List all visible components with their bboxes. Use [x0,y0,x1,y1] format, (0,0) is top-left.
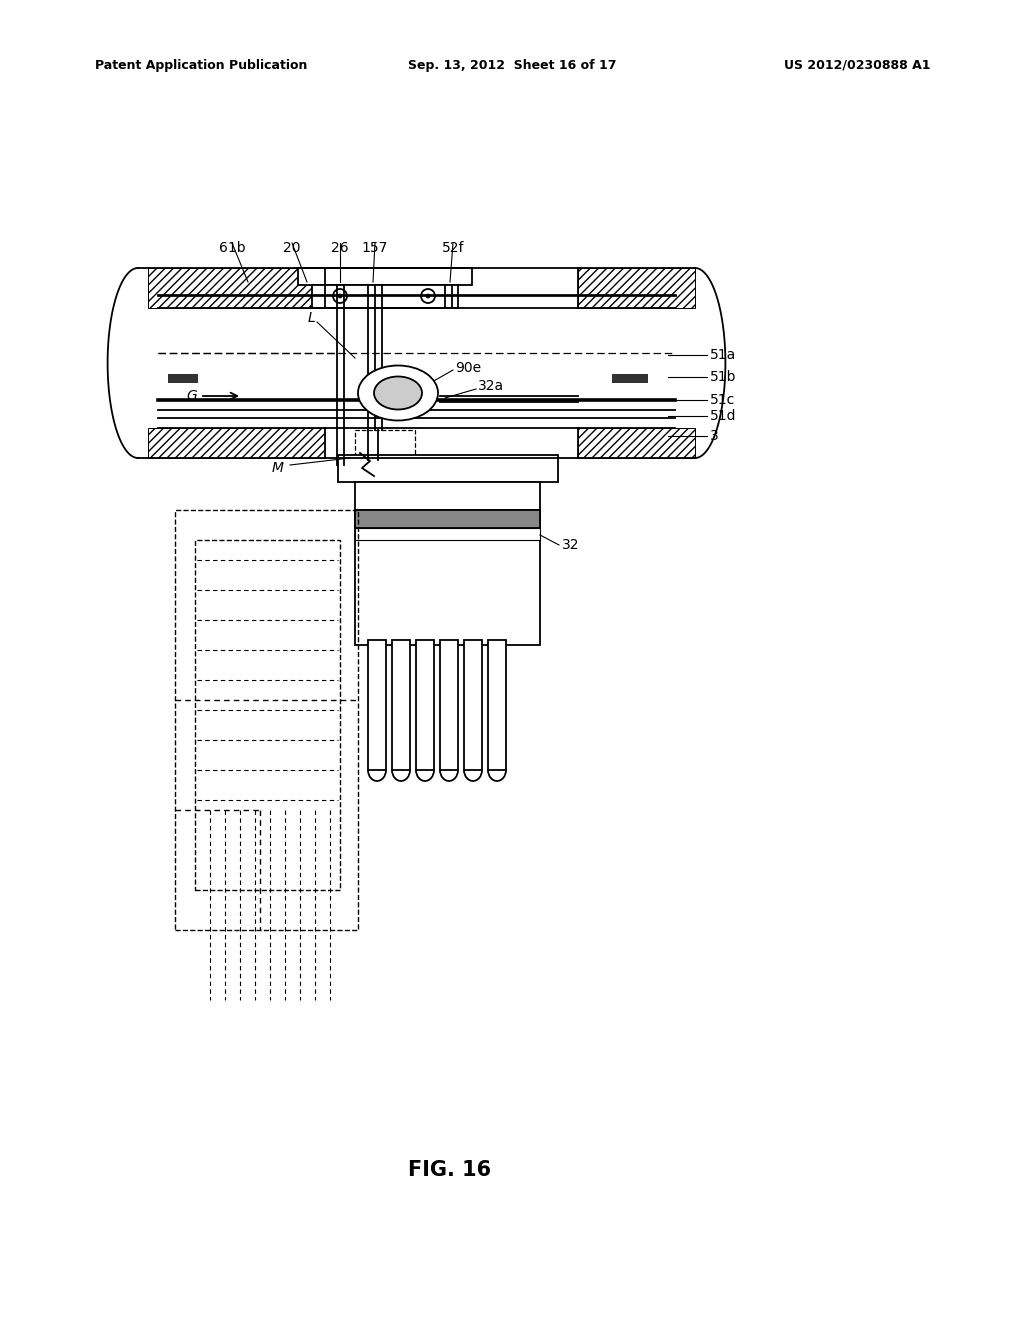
Bar [148,428,325,458]
Text: G: G [186,389,198,403]
Bar [355,482,540,510]
Bar [195,540,340,890]
Bar [578,428,695,458]
Bar [355,510,540,528]
Bar [464,640,482,770]
Text: 61b: 61b [219,242,246,255]
Bar [440,640,458,770]
Text: Sep. 13, 2012  Sheet 16 of 17: Sep. 13, 2012 Sheet 16 of 17 [408,58,616,71]
Ellipse shape [374,376,422,409]
Bar [298,268,472,285]
Ellipse shape [358,366,438,421]
Bar [578,268,695,308]
Bar [312,285,458,308]
Text: 51a: 51a [710,348,736,362]
Text: 32a: 32a [478,379,504,393]
Circle shape [338,294,342,298]
Text: 3: 3 [710,429,719,444]
Circle shape [426,294,430,298]
Circle shape [421,289,435,304]
Bar [175,510,358,931]
Text: 157: 157 [361,242,388,255]
Text: 26: 26 [331,242,349,255]
Text: US 2012/0230888 A1: US 2012/0230888 A1 [783,58,930,71]
Text: 51b: 51b [710,370,736,384]
Bar [416,640,434,770]
Text: 90e: 90e [455,360,481,375]
Text: 51c: 51c [710,393,735,407]
Bar [488,640,506,770]
Bar [168,374,198,383]
Text: 51d: 51d [710,409,736,422]
Bar [148,268,325,308]
Text: Patent Application Publication: Patent Application Publication [95,58,307,71]
Bar [325,428,578,458]
Text: FIG. 16: FIG. 16 [409,1160,492,1180]
Text: M: M [272,461,284,475]
Bar [355,510,540,645]
Text: 32: 32 [562,539,580,552]
Text: 52f: 52f [441,242,464,255]
Bar [392,640,410,770]
Text: L: L [308,312,315,325]
Bar [368,640,386,770]
Text: 20: 20 [284,242,301,255]
Bar [355,430,415,480]
Bar [338,455,558,482]
Circle shape [333,289,347,304]
Bar [325,268,578,294]
Bar [612,374,648,383]
Bar [355,528,540,540]
